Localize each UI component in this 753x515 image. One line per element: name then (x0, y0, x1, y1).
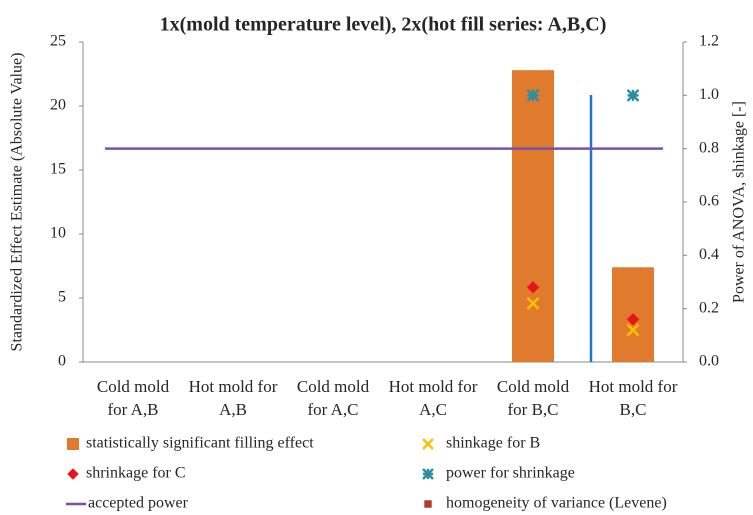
y-tick-label: 15 (50, 161, 66, 178)
marker-diamond (626, 313, 640, 326)
y-tick-label: 10 (50, 225, 66, 242)
y2-tick-label: 0.6 (699, 193, 719, 210)
legend-label: shinkage for B (446, 435, 540, 452)
y2-tick-label: 0.2 (699, 299, 719, 316)
x-tick-label: Cold mold for B,C (496, 377, 570, 419)
y-tick-label: 20 (50, 97, 66, 114)
marker-asterisk (526, 88, 540, 102)
y2-tick-label: 1.2 (699, 33, 719, 50)
legend-label: power for shrinkage (446, 465, 575, 482)
x-tick-label: Cold mold for A,B (96, 377, 170, 419)
bar (512, 70, 554, 362)
y2-axis-label: Power of ANOVA, shinkage [-] (731, 101, 748, 303)
legend-label: shrinkage for C (86, 465, 186, 482)
x-tick-label: Hot mold for A,C (388, 377, 478, 419)
legend-label: homogeneity of variance (Levene) (446, 495, 667, 512)
legend-swatch (424, 500, 432, 508)
legend-swatch (67, 468, 79, 480)
legend-swatch (422, 468, 434, 480)
chart-title: 1x(mold temperature level), 2x(hot fill … (160, 14, 607, 36)
y2-tick-label: 1.0 (699, 86, 719, 103)
y-tick-label: 0 (58, 353, 66, 370)
legend-swatch (422, 438, 434, 450)
marker-asterisk (626, 88, 640, 102)
marker-x (526, 296, 540, 310)
y-tick-label: 5 (58, 289, 66, 306)
x-tick-label: Cold mold for A,C (296, 377, 370, 419)
y2-tick-label: 0.0 (699, 353, 719, 370)
legend-label: statistically significant filling effect (86, 435, 314, 452)
marker-x (626, 323, 640, 337)
legend-swatch (67, 438, 79, 450)
x-tick-label: Hot mold for B,C (588, 377, 678, 419)
x-tick-label: Hot mold for A,B (188, 377, 278, 419)
legend-label: accepted power (88, 495, 189, 512)
marker-diamond (526, 281, 540, 294)
y2-tick-label: 0.4 (699, 246, 719, 263)
y-tick-label: 25 (50, 33, 66, 50)
y2-tick-label: 0.8 (699, 139, 719, 156)
y-axis-label: Standardized Effect Estimate (Absolute V… (9, 53, 26, 352)
